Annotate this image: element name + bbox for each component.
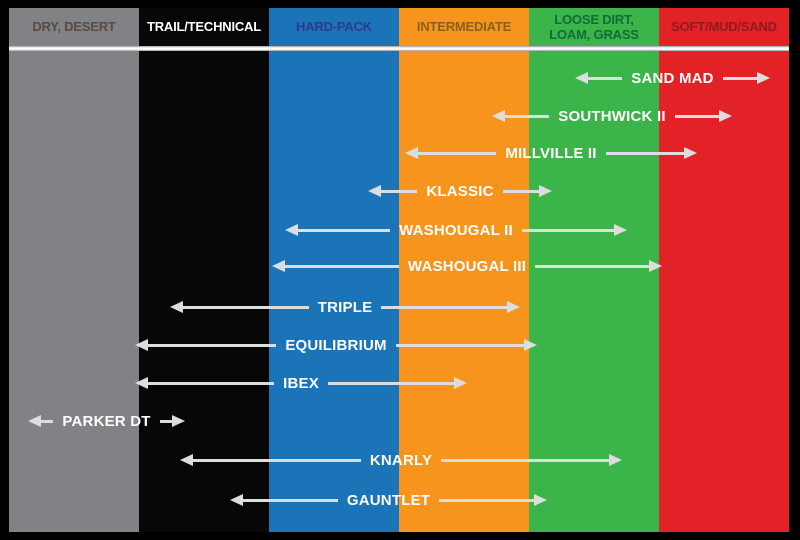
terrain-column-dry-desert: DRY, DESERT [9, 8, 139, 532]
terrain-column-hard-pack: HARD-PACK [269, 8, 399, 532]
column-header-label: LOOSE DIRT, LOAM, GRASS [549, 12, 639, 42]
terrain-columns: DRY, DESERT TRAIL/TECHNICAL HARD-PACK INTER… [9, 8, 789, 532]
column-header-label: TRAIL/TECHNICAL [147, 19, 261, 35]
terrain-column-intermediate: INTERMEDIATE [399, 8, 529, 532]
header-separator-line [9, 46, 789, 51]
column-header-label: DRY, DESERT [32, 19, 116, 35]
terrain-column-trail-technical: TRAIL/TECHNICAL [139, 8, 269, 532]
terrain-column-soft-mud-sand: SOFT/MUD/SAND [659, 8, 789, 532]
column-header-label: SOFT/MUD/SAND [671, 19, 777, 35]
column-header-label: INTERMEDIATE [416, 19, 512, 35]
column-header-label: HARD-PACK [296, 19, 372, 35]
terrain-column-loose-dirt-loam-grass: LOOSE DIRT, LOAM, GRASS [529, 8, 659, 532]
